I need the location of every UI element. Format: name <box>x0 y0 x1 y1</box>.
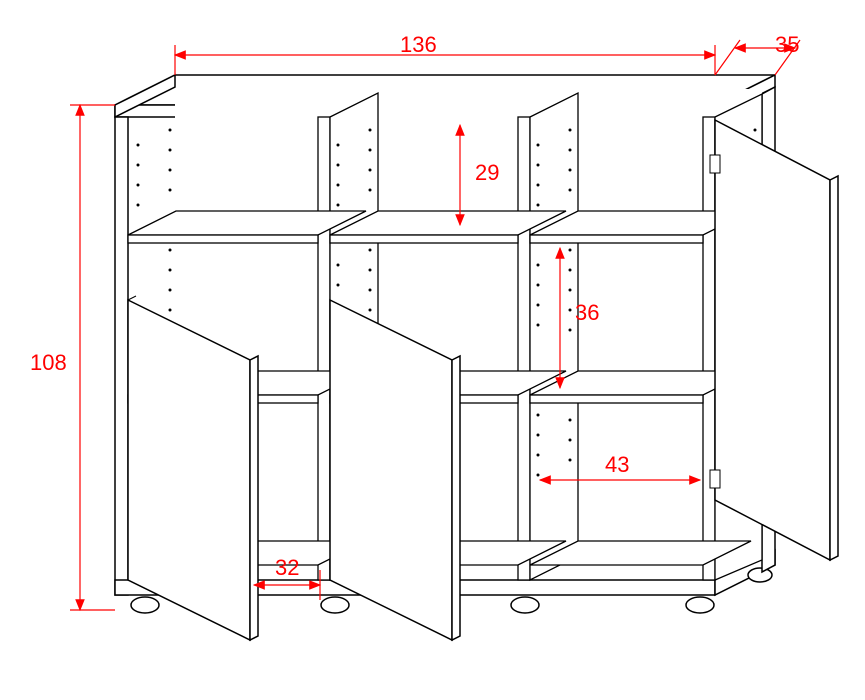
dim-comp-width: 43 <box>605 452 629 478</box>
dim-shelf-mid: 36 <box>575 300 599 326</box>
dim-shelf-top: 29 <box>475 160 499 186</box>
dim-depth: 35 <box>775 32 799 58</box>
technical-drawing-canvas: 136 35 108 29 36 43 32 <box>0 0 865 700</box>
back-panel <box>175 89 762 560</box>
dim-door-depth: 32 <box>275 555 299 581</box>
cabinet-drawing <box>0 0 865 700</box>
dim-height: 108 <box>30 350 67 376</box>
dim-width: 136 <box>400 32 437 58</box>
